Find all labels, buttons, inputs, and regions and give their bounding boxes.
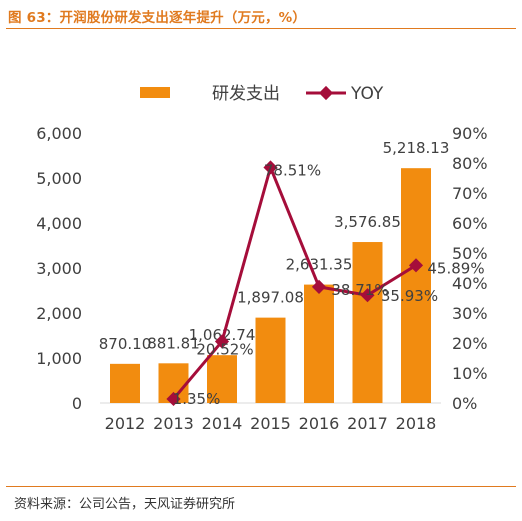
x-tick-label: 2012 xyxy=(105,414,146,433)
right-tick-label: 40% xyxy=(452,274,488,293)
yoy-value-label: 45.89% xyxy=(427,259,484,277)
bar-line-chart: 研发支出 YOY 01,0002,0003,0004,0005,0006,000 … xyxy=(36,84,488,433)
left-tick-label: 1,000 xyxy=(36,349,82,368)
yoy-value-label: 78.51% xyxy=(264,161,321,179)
bar xyxy=(110,363,140,403)
legend-swatch-bar xyxy=(140,87,170,98)
source-divider xyxy=(6,486,516,487)
x-axis: 2012 2013 2014 2015 2016 2017 2018 xyxy=(100,402,441,433)
right-tick-label: 70% xyxy=(452,184,488,203)
right-tick-label: 30% xyxy=(452,304,488,323)
bar xyxy=(255,317,286,403)
left-axis: 0 1,000 2,000 3,000 4,000 5,000 6,000 xyxy=(36,124,82,413)
legend-label-bar: 研发支出 xyxy=(212,84,280,104)
bar xyxy=(304,284,334,403)
left-tick-label: 6,000 xyxy=(36,124,82,143)
left-tick-label: 5,000 xyxy=(36,169,82,188)
figure-title: 图 63：开润股份研发支出逐年提升（万元，%） xyxy=(8,10,307,26)
right-tick-label: 60% xyxy=(452,214,488,233)
yoy-value-label: 20.52% xyxy=(196,340,253,358)
legend-marker-line xyxy=(318,85,334,101)
right-tick-label: 80% xyxy=(452,154,488,173)
right-tick-label: 50% xyxy=(452,244,488,263)
yoy-value-label: 35.93% xyxy=(381,287,438,305)
bar-value-label: 1,897.08 xyxy=(237,289,304,307)
bar-value-label: 5,218.13 xyxy=(383,139,450,157)
right-tick-label: 10% xyxy=(452,364,488,383)
left-tick-label: 2,000 xyxy=(36,304,82,323)
x-tick-label: 2018 xyxy=(396,414,437,433)
yoy-marker xyxy=(166,391,181,407)
right-tick-label: 0% xyxy=(452,394,477,413)
bar xyxy=(207,355,237,403)
right-tick-label: 90% xyxy=(452,124,488,143)
yoy-line-series xyxy=(166,160,424,407)
yoy-marker xyxy=(311,279,327,294)
legend-label-line: YOY xyxy=(350,84,384,104)
yoy-marker xyxy=(214,334,230,349)
source-note: 资料来源：公司公告，天风证券研究所 xyxy=(14,497,236,512)
left-tick-label: 0 xyxy=(72,394,82,413)
yoy-value-label: 1.35% xyxy=(173,390,221,408)
yoy-marker xyxy=(360,288,375,303)
bar xyxy=(352,242,383,403)
bar-value-label: 2,631.35 xyxy=(286,256,353,274)
bar-series xyxy=(110,168,431,403)
yoy-marker xyxy=(408,258,424,273)
right-tick-label: 20% xyxy=(452,334,488,353)
bar-value-label: 881.81 xyxy=(147,334,200,352)
x-tick-label: 2014 xyxy=(202,414,243,433)
bar-value-label: 870.10 xyxy=(99,335,152,353)
bar xyxy=(401,168,431,403)
x-tick-label: 2015 xyxy=(250,414,291,433)
left-tick-label: 4,000 xyxy=(36,214,82,233)
yoy-line xyxy=(172,165,417,400)
chart-legend: 研发支出 YOY xyxy=(140,84,384,104)
left-tick-label: 3,000 xyxy=(36,259,82,278)
yoy-value-label: 38.71% xyxy=(331,281,388,299)
yoy-marker xyxy=(263,160,278,175)
x-tick-label: 2013 xyxy=(153,414,194,433)
bar-value-label: 3,576.85 xyxy=(334,213,401,231)
x-tick-label: 2016 xyxy=(299,414,340,433)
right-axis: 0% 10% 20% 30% 40% 50% 60% 70% 80% 90% xyxy=(452,124,488,413)
x-tick-label: 2017 xyxy=(347,414,388,433)
line-data-labels: 1.35% 20.52% 78.51% 38.71%35.93% 45.89% xyxy=(173,161,485,407)
title-divider xyxy=(6,28,516,29)
